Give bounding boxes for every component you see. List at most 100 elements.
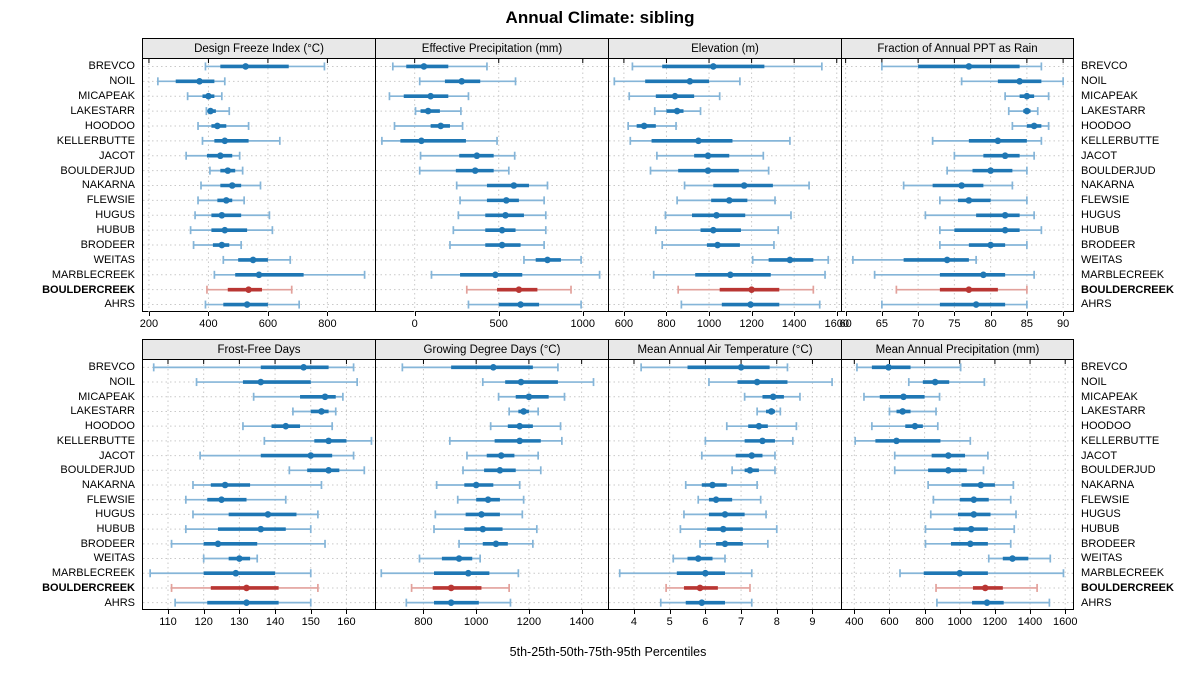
site-row-nakarna [683, 181, 810, 190]
site-label-brodeer: BRODEER [1081, 238, 1136, 251]
median-dot [214, 122, 221, 130]
axis-tick [582, 312, 584, 316]
site-row-hugus [457, 211, 547, 220]
site-row-marblecreek [652, 270, 826, 279]
site-row-bouldercreek [465, 285, 572, 294]
median-dot [218, 241, 226, 249]
median-dot [900, 393, 907, 401]
median-dot [1023, 107, 1031, 115]
median-dot [698, 599, 706, 606]
site-row-jacot [419, 151, 516, 160]
panel-grid: Design Freeze Index (°C) Effective Precip… [0, 38, 1200, 637]
site-label-marblecreek: MARBLECREEK [1081, 567, 1165, 580]
axis-tick-label: 110 [159, 616, 177, 628]
median-dot [478, 511, 485, 518]
strip-spacer-left [0, 339, 142, 360]
axis-tick [794, 312, 796, 316]
median-dot [544, 256, 551, 264]
site-label-kellerbutte: KELLERBUTTE [1081, 434, 1160, 447]
median-dot [221, 137, 229, 145]
panel-strip-8: Mean Annual Precipitation (mm) [841, 339, 1074, 360]
axis-tick-label: 1400 [1017, 616, 1043, 628]
panel-7 [608, 360, 841, 610]
median-dot [502, 197, 510, 204]
site-row-lakestarr [292, 407, 337, 416]
axis-tick-label: 1200 [739, 318, 764, 330]
panel-8 [841, 360, 1074, 610]
site-label-noil: NOIL [1081, 75, 1107, 88]
median-dot [721, 511, 729, 518]
site-row-micapeak [863, 392, 941, 401]
median-dot [196, 78, 203, 85]
median-dot [418, 137, 425, 145]
gridlines [143, 360, 375, 610]
axis-tick-label: 0 [411, 318, 418, 330]
median-dot [471, 167, 479, 174]
panel-2 [375, 59, 608, 312]
site-row-brodeer [449, 241, 545, 250]
median-dot [232, 569, 240, 577]
site-label-noil: NOIL [1081, 376, 1107, 389]
axis-tick [476, 610, 478, 614]
median-dot [484, 496, 492, 504]
axis-tick-label: 120 [194, 616, 213, 628]
site-row-brodeer [939, 241, 1028, 250]
site-row-weitas [202, 554, 259, 563]
site-row-nakarna [902, 181, 1014, 190]
axis-tick [346, 610, 348, 614]
axis-tick [751, 312, 753, 316]
site-row-nakarna [192, 481, 323, 489]
site-label-boulderjud: BOULDERJUD [1081, 464, 1156, 477]
median-dot [911, 422, 919, 430]
axis-tick [1030, 610, 1032, 614]
median-dot [713, 211, 720, 219]
panel-plot [609, 59, 841, 312]
median-dot [492, 271, 499, 279]
median-dot [740, 182, 748, 189]
site-row-jacot [893, 451, 989, 460]
median-dot [243, 599, 250, 606]
median-dot [1009, 555, 1016, 562]
site-labels-left: BREVCO NOIL MICAPEAK LAKESTARR HOODOO KELLERB… [0, 59, 142, 312]
site-row-noil [960, 77, 1064, 86]
chart-title: Annual Climate: sibling [505, 8, 695, 27]
axis-tick [414, 312, 416, 316]
median-dot [473, 152, 481, 160]
site-label-hugus: HUGUS [1081, 209, 1121, 222]
median-dot [640, 122, 648, 130]
median-dot [899, 408, 906, 415]
median-dot [245, 286, 252, 293]
median-dot [702, 569, 709, 577]
median-dot [243, 301, 251, 308]
median-dot [725, 197, 733, 204]
axis-tick [705, 610, 707, 614]
axis-tick-label: 65 [875, 318, 888, 330]
panel-6 [375, 360, 608, 610]
site-label-hubub: HUBUB [1081, 224, 1120, 237]
site-label-flewsie: FLEWSIE [86, 493, 135, 506]
median-dot [264, 511, 272, 518]
axis-tick-label: 600 [258, 318, 278, 330]
median-dot [525, 393, 533, 401]
axis-tick [990, 312, 992, 316]
site-label-micapeak: MICAPEAK [78, 390, 135, 403]
panel-plot [842, 59, 1074, 312]
median-dot [437, 122, 445, 130]
median-dot [1001, 226, 1009, 234]
median-dot [987, 241, 994, 249]
site-row-brevco [856, 363, 962, 372]
site-row-weitas [672, 554, 726, 563]
median-dot [205, 92, 212, 100]
panel-strip-5: Frost-Free Days [142, 339, 375, 360]
site-label-micapeak: MICAPEAK [78, 90, 135, 103]
site-row-kellerbutte [263, 436, 373, 445]
site-row-bouldercreek [410, 583, 510, 592]
median-dot [472, 481, 480, 489]
median-dot [236, 555, 243, 562]
median-dot [980, 271, 987, 279]
median-dot [1016, 78, 1023, 85]
x-axis-2: 0 500 1000 [375, 312, 608, 339]
median-dot [737, 364, 745, 371]
panel-plot [376, 360, 608, 610]
